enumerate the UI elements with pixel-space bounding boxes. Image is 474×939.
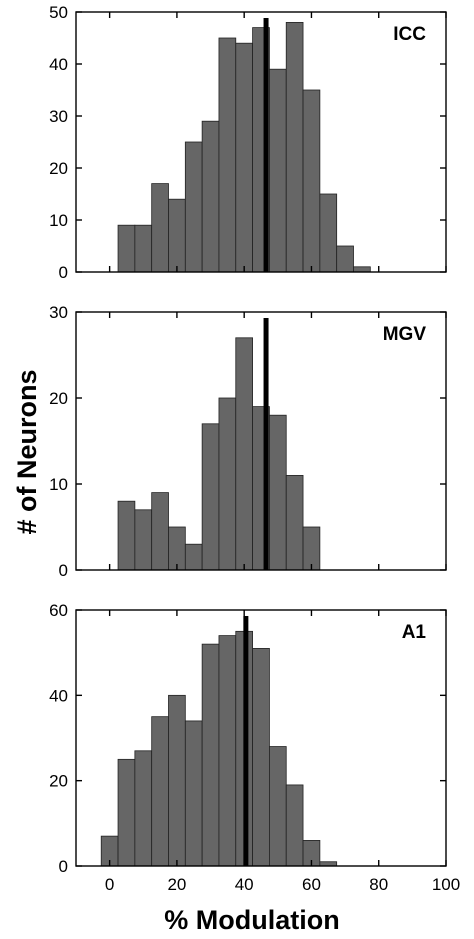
panel-label: A1 xyxy=(402,622,427,643)
histogram-bar xyxy=(235,42,253,273)
plot-frame xyxy=(75,609,447,867)
y-tick-label: 60 xyxy=(49,601,68,620)
plot-frame xyxy=(75,11,447,273)
y-tick-label: 50 xyxy=(49,3,68,22)
y-tick-label: 30 xyxy=(49,303,68,322)
histogram-bar xyxy=(117,224,136,273)
y-tick-label: 10 xyxy=(49,475,68,494)
x-tick-label: 40 xyxy=(235,875,254,894)
histogram-bar xyxy=(302,526,321,571)
y-tick-label: 0 xyxy=(59,263,68,282)
x-tick-label: 0 xyxy=(105,875,114,894)
histogram-bar xyxy=(168,198,186,273)
histogram-bar xyxy=(151,716,169,867)
panel-label: MGV xyxy=(383,324,427,345)
histogram-bar xyxy=(285,21,304,273)
panel-mgv: 0 10 20 30 MGV xyxy=(49,303,447,580)
y-tick-label: 20 xyxy=(49,159,68,178)
x-tick-label: 80 xyxy=(369,875,388,894)
histogram-bar xyxy=(184,543,203,571)
plot-frame xyxy=(75,311,447,571)
histogram-bar xyxy=(201,120,220,273)
histogram-bar xyxy=(269,746,287,867)
histogram-bar xyxy=(134,509,153,571)
panel-a1: 0 20 40 60 0 20 40 60 80 100 A1 xyxy=(49,601,460,894)
histogram-bar xyxy=(134,750,153,867)
y-tick-label: 40 xyxy=(49,686,68,705)
histogram-bar xyxy=(353,266,371,273)
histogram-bar xyxy=(168,694,186,867)
x-axis-title: % Modulation xyxy=(164,905,339,935)
histogram-bar xyxy=(336,245,354,273)
panel-label: ICC xyxy=(393,24,426,45)
histogram-bar xyxy=(168,526,186,571)
y-axis-title: # of Neurons xyxy=(12,369,42,534)
histogram-bar xyxy=(285,784,304,867)
histogram-bar xyxy=(151,183,169,273)
histogram-bar xyxy=(252,648,270,867)
histogram-bar xyxy=(218,397,237,571)
histogram-bar xyxy=(218,635,237,867)
histogram-bar xyxy=(201,643,220,867)
histogram-bar xyxy=(201,423,220,571)
y-tick-label: 0 xyxy=(59,857,68,876)
y-tick-label: 20 xyxy=(49,389,68,408)
y-tick-label: 0 xyxy=(59,561,68,580)
histogram-bar xyxy=(117,758,136,867)
x-tick-label: 60 xyxy=(302,875,321,894)
histogram-bar xyxy=(319,193,338,273)
y-tick-label: 30 xyxy=(49,107,68,126)
x-tick-label: 100 xyxy=(432,875,460,894)
histogram-bar xyxy=(285,474,304,571)
histogram-bar xyxy=(151,492,169,571)
y-tick-label: 20 xyxy=(49,772,68,791)
histogram-bar xyxy=(134,224,153,273)
x-tick-label: 20 xyxy=(167,875,186,894)
panel-icc: 0 10 20 30 40 50 ICC xyxy=(49,3,447,282)
histogram-bar xyxy=(117,500,136,571)
histogram-bar xyxy=(184,141,203,273)
histogram-bar xyxy=(218,37,237,273)
histogram-bar xyxy=(269,414,287,571)
y-tick-label: 10 xyxy=(49,211,68,230)
histogram-bar xyxy=(269,68,287,273)
y-tick-label: 40 xyxy=(49,55,68,74)
histogram-bar xyxy=(184,720,203,867)
histogram-bar xyxy=(302,89,321,273)
histogram-bar xyxy=(235,337,253,571)
